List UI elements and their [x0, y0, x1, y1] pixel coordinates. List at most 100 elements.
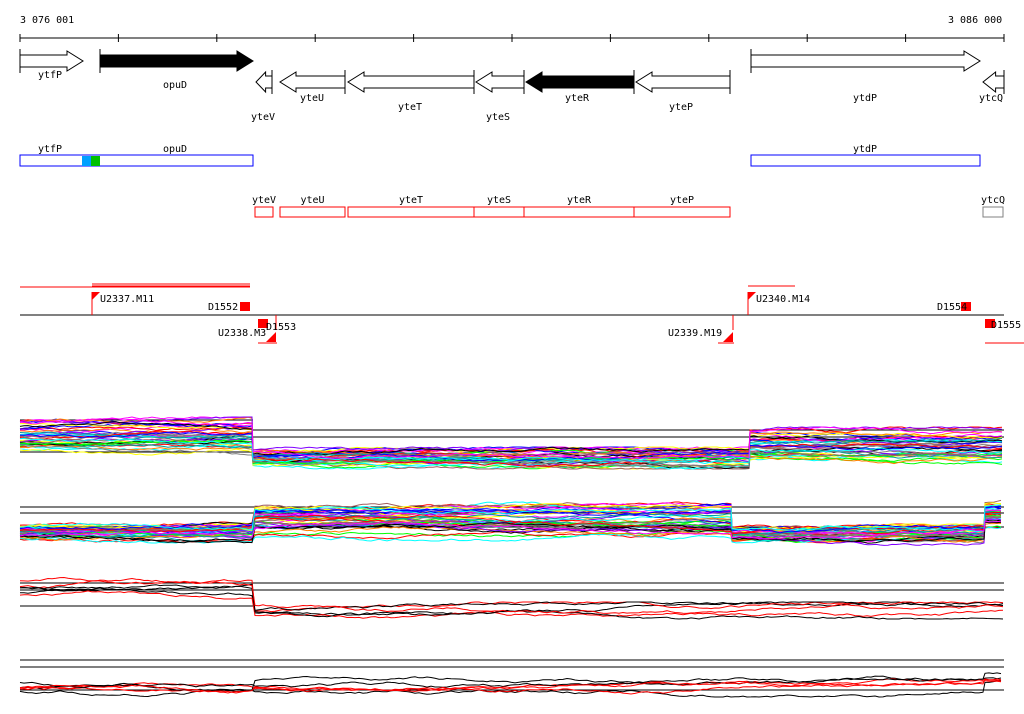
operon-label: yteR [567, 195, 592, 206]
reverse-operon [473, 206, 525, 218]
downshift-marker [240, 302, 250, 311]
downshift-label: D1553 [266, 322, 296, 333]
expression-profile [19, 585, 1004, 616]
forward-operon [750, 154, 981, 167]
upshift-flag [748, 292, 756, 300]
gene-arrow-ytdP [750, 50, 981, 72]
upshift-label: U2339.M19 [668, 328, 722, 339]
expression-profile [19, 430, 1003, 468]
gene-ytfP: ytfP [19, 49, 84, 81]
expression-profile [19, 680, 1002, 694]
expression-profile [19, 679, 1002, 698]
forward-operon [19, 154, 254, 167]
expression-profile [19, 504, 1002, 533]
expression-profile [19, 511, 1002, 535]
gene-track: ytfP opuD yteV yteU yteT yteS yteR yteP ytdP ytcQ [19, 49, 1005, 123]
ruler-end-label: 3 086 000 [948, 15, 1002, 26]
expression-profile [19, 437, 1003, 465]
ruler-start-label: 3 076 001 [20, 15, 74, 26]
operon-label: ytdP [853, 144, 877, 155]
expression-profile [19, 417, 1003, 460]
gene-yteV: yteV [251, 70, 275, 123]
expression-profile [19, 421, 1003, 456]
gene-arrow-ytfP [19, 50, 84, 72]
shift-feature-track: U2337.M11 U2338.M3 U2339.M19 U2340.M14 D1552… [20, 283, 1024, 344]
gene-yteU: yteU [279, 70, 346, 104]
gene-label: ytfP [38, 70, 62, 81]
expression-profile [19, 422, 1003, 458]
operon-marker-green [91, 156, 100, 166]
reverse-operon [279, 206, 346, 218]
gene-arrow-yteS [475, 71, 525, 93]
ruler: 3 076 001 3 086 000 [19, 15, 1005, 42]
expression-profile [19, 672, 1002, 691]
gene-label: yteU [300, 93, 324, 104]
operon-label: ytfP [38, 144, 62, 155]
expression-profile [19, 521, 1002, 542]
gene-ytcQ: ytcQ [979, 70, 1005, 104]
downshift-marker [258, 319, 268, 328]
expression-profile [19, 506, 1002, 534]
operon-label: opuD [163, 144, 187, 155]
gene-yteS: yteS [475, 70, 525, 123]
gene-arrow-yteU [279, 71, 346, 93]
reverse-operon [982, 206, 1004, 218]
expression-profile [19, 512, 1002, 539]
operon-label: yteT [399, 195, 423, 206]
gene-arrow-opuD [99, 50, 254, 72]
upshift-flag [723, 332, 733, 342]
upshift-flag [92, 292, 100, 300]
gene-yteP: yteP [635, 70, 731, 113]
expression-profile [19, 518, 1002, 546]
gene-label: yteP [669, 102, 693, 113]
expression-profile [19, 444, 1003, 469]
operon-label: yteS [487, 195, 511, 206]
expression-profile [19, 583, 1004, 620]
downshift-label: D1552 [208, 302, 238, 313]
operon-label: yteU [300, 195, 324, 206]
gene-yteR: yteR [525, 70, 635, 104]
reverse-operon [254, 206, 274, 218]
gene-label: yteR [565, 93, 590, 104]
downshift-marker [961, 302, 971, 311]
upshift-flag [266, 332, 276, 342]
gene-label: yteS [486, 112, 510, 123]
expression-profile [19, 590, 1004, 619]
gene-arrow-yteT [347, 71, 475, 93]
reverse-operon [633, 206, 731, 218]
gene-opuD: opuD [99, 49, 254, 91]
expression-profile [19, 576, 1004, 614]
expression-profile [19, 520, 1002, 540]
gene-label: ytcQ [979, 93, 1003, 104]
expression-profile [19, 422, 1003, 454]
upshift-label: U2340.M14 [756, 294, 810, 305]
gene-label: yteV [251, 112, 275, 123]
expression-profile [19, 434, 1003, 462]
gene-label: yteT [398, 102, 422, 113]
gene-arrow-yteR [525, 71, 635, 93]
reverse-operon [523, 206, 635, 218]
expression-profile [19, 586, 1004, 611]
expression-tracks [19, 416, 1004, 698]
gene-arrow-ytcQ [982, 70, 1005, 94]
expression-profile [19, 521, 1002, 544]
expression-profile [19, 511, 1002, 540]
expression-profile [19, 432, 1003, 470]
downshift-label: D1554 [937, 302, 967, 313]
gene-arrow-yteP [635, 71, 731, 93]
operon-label: yteP [670, 195, 694, 206]
expression-profile [19, 522, 1002, 543]
operon-label: ytcQ [981, 195, 1005, 206]
gene-ytdP: ytdP [750, 49, 981, 104]
upshift-label: U2337.M11 [100, 294, 154, 305]
gene-label: ytdP [853, 93, 877, 104]
gene-yteT: yteT [347, 70, 475, 113]
operon-marker-blue [82, 156, 91, 166]
operon-label: yteV [252, 195, 276, 206]
downshift-marker [985, 319, 995, 328]
reverse-operon [347, 206, 475, 218]
operon-track: ytfP opuD ytdP yteV yteU yteT yteS yteR yteP ytcQ [19, 144, 1005, 218]
gene-arrow-yteV [255, 70, 273, 94]
downshift-label: D1555 [991, 320, 1021, 331]
